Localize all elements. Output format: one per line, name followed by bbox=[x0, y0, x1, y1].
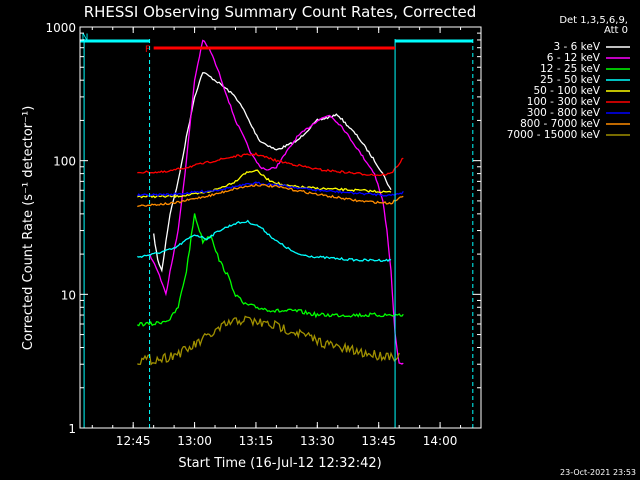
legend-label: 300 - 800 keV bbox=[527, 107, 601, 119]
flag-label-flare: F bbox=[145, 45, 150, 55]
series-line-8 bbox=[137, 315, 400, 366]
flag-layer: NF bbox=[80, 33, 474, 428]
series-line-5 bbox=[137, 151, 404, 177]
x-tick-label: 13:45 bbox=[361, 434, 396, 448]
data-layer bbox=[136, 39, 404, 366]
legend-label: 800 - 7000 keV bbox=[520, 118, 601, 130]
timestamp: 23-Oct-2021 23:53 bbox=[560, 468, 636, 477]
y-axis-label: Corrected Count Rate (s⁻¹ detector⁻¹) bbox=[21, 106, 36, 351]
legend-label: 6 - 12 keV bbox=[547, 52, 601, 64]
series-line-4 bbox=[137, 169, 392, 199]
series-line-0 bbox=[153, 72, 392, 273]
y-tick-label: 1000 bbox=[45, 21, 76, 35]
legend-label: 100 - 300 keV bbox=[527, 96, 601, 108]
series-line-1 bbox=[148, 39, 404, 365]
axis-layer: 12:45 13:00 13:15 13:30 13:45 14:00 1 10 100 1000 bbox=[45, 21, 481, 448]
legend-label: 12 - 25 keV bbox=[540, 63, 601, 75]
x-tick-label: 12:45 bbox=[116, 434, 151, 448]
legend-label: 25 - 50 keV bbox=[540, 74, 601, 86]
x-axis-label: Start Time (16-Jul-12 12:32:42) bbox=[178, 456, 381, 471]
plot-frame bbox=[79, 26, 482, 429]
x-tick-label: 14:00 bbox=[423, 434, 458, 448]
legend-label: 3 - 6 keV bbox=[553, 41, 600, 53]
series-line-3 bbox=[137, 219, 392, 263]
y-tick-label: 1 bbox=[68, 422, 76, 436]
series-line-2 bbox=[136, 213, 404, 327]
y-tick-label: 10 bbox=[61, 288, 76, 302]
legend-label: 7000 - 15000 keV bbox=[507, 129, 601, 141]
flag-label-night: N bbox=[82, 33, 89, 43]
series-line-6 bbox=[136, 181, 404, 197]
y-tick-label: 100 bbox=[53, 155, 76, 169]
x-tick-label: 13:30 bbox=[300, 434, 335, 448]
x-tick-label: 13:15 bbox=[239, 434, 274, 448]
x-tick-label: 13:00 bbox=[177, 434, 212, 448]
legend-label: 50 - 100 keV bbox=[533, 85, 600, 97]
chart-title: RHESSI Observing Summary Count Rates, Co… bbox=[84, 3, 477, 21]
series-line-7 bbox=[137, 183, 404, 208]
legend-header: Att 0 bbox=[604, 25, 628, 36]
legend-header: Det 1,3,5,6,9, bbox=[559, 15, 628, 26]
